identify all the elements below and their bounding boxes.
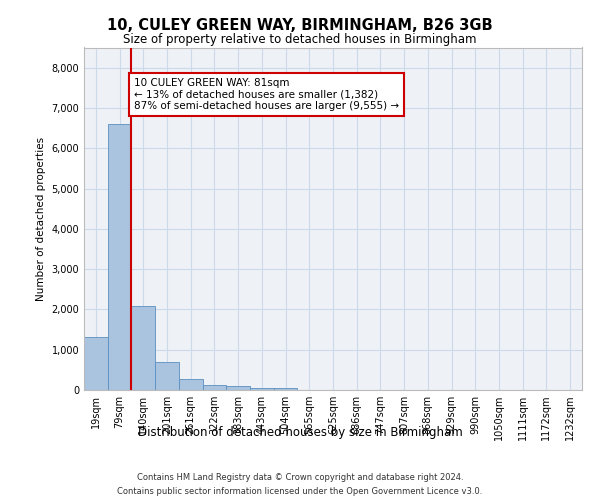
Text: Contains public sector information licensed under the Open Government Licence v3: Contains public sector information licen… bbox=[118, 486, 482, 496]
Text: 10 CULEY GREEN WAY: 81sqm
← 13% of detached houses are smaller (1,382)
87% of se: 10 CULEY GREEN WAY: 81sqm ← 13% of detac… bbox=[134, 78, 399, 111]
Bar bbox=[179, 379, 203, 390]
Bar bbox=[155, 362, 179, 390]
Y-axis label: Number of detached properties: Number of detached properties bbox=[36, 136, 46, 301]
Bar bbox=[250, 388, 274, 390]
Bar bbox=[274, 388, 298, 390]
Text: Size of property relative to detached houses in Birmingham: Size of property relative to detached ho… bbox=[123, 34, 477, 46]
Bar bbox=[226, 386, 250, 390]
Bar bbox=[131, 306, 155, 390]
Bar bbox=[203, 384, 226, 390]
Bar bbox=[108, 124, 131, 390]
Text: 10, CULEY GREEN WAY, BIRMINGHAM, B26 3GB: 10, CULEY GREEN WAY, BIRMINGHAM, B26 3GB bbox=[107, 18, 493, 32]
Text: Distribution of detached houses by size in Birmingham: Distribution of detached houses by size … bbox=[137, 426, 463, 439]
Bar bbox=[84, 337, 108, 390]
Text: Contains HM Land Registry data © Crown copyright and database right 2024.: Contains HM Land Registry data © Crown c… bbox=[137, 473, 463, 482]
